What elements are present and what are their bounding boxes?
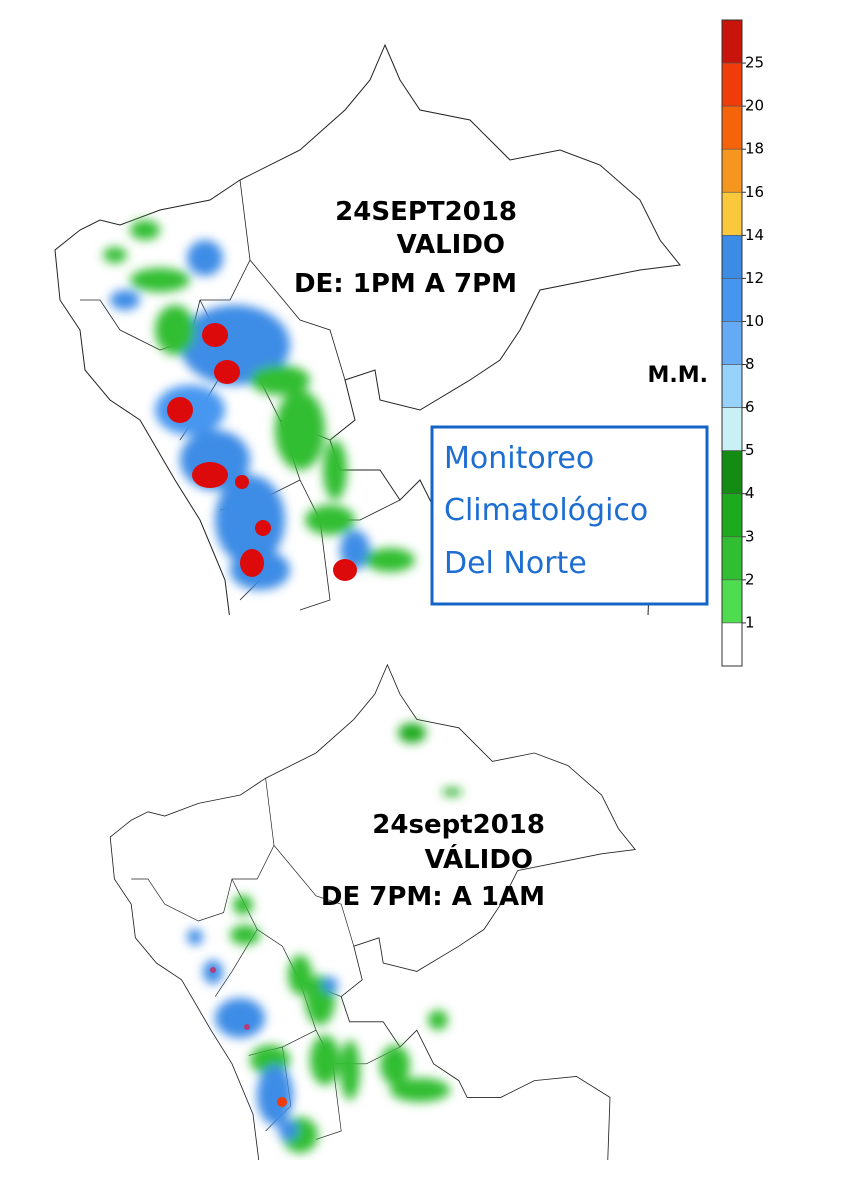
map-title: VALIDO [397,230,505,260]
legend-unit: M.M. [648,363,709,388]
rain-max [255,520,271,536]
legend-swatch [721,493,743,538]
legend-label: 5 [745,441,755,459]
rain-max [240,549,264,577]
legend-swatch [721,191,743,236]
map-title: 24sept2018 [372,810,545,840]
legend-label: 8 [745,355,755,373]
box-line: Climatológico [444,493,648,528]
legend-label: 1 [745,613,755,631]
legend-label: 16 [745,183,764,201]
map-title: DE: 1PM A 7PM [294,269,517,299]
rain-max [192,462,228,488]
legend: 25 20 18 16 14 12 10 8 6 5 4 3 2 1 [721,19,764,667]
legend-swatch [721,235,743,279]
legend-frame [721,19,743,667]
legend-swatch [721,105,743,150]
legend-swatch [721,19,743,64]
map-title: DE 7PM: A 1AM [321,882,545,912]
legend-label: 4 [745,484,755,502]
legend-swatch [721,622,743,667]
legend-swatch [721,364,743,408]
legend-swatch [721,450,743,495]
legend-label: 18 [745,140,764,158]
map-title: 24SEPT2018 [335,197,517,227]
legend-swatch [721,321,743,365]
rain-max [235,475,249,489]
legend-swatch [721,536,743,581]
box-frame [430,425,709,606]
map-top: 24SEPT2018 VALIDO DE: 1PM A 7PM [54,44,681,615]
legend-label: 12 [745,269,764,287]
legend-label: 6 [745,398,755,416]
legend-swatch [721,278,743,322]
legend-swatch [721,62,743,107]
rain-max [167,397,193,423]
rain-max [202,323,228,347]
legend-label: 20 [745,97,764,115]
rain-blobs [187,723,462,1153]
legend-label: 2 [745,570,755,588]
legend-label: 3 [745,527,755,545]
legend-label: 25 [745,54,764,72]
info-box: Monitoreo Climatológico Del Norte [430,425,709,606]
rain-max [214,360,240,384]
rain-max [210,967,216,973]
rain-max [333,559,357,581]
box-line: Del Norte [444,546,587,581]
legend-label: 14 [745,226,764,244]
legend-swatch [721,407,743,451]
rain-max [277,1097,287,1107]
box-line: Monitoreo [444,441,594,476]
legend-label: 10 [745,312,764,330]
map-title: VÁLIDO [425,843,533,875]
rain-max [244,1024,250,1030]
map-bottom: 24sept2018 VÁLIDO DE 7PM: A 1AM [109,664,636,1160]
legend-swatch [721,148,743,193]
legend-swatch [721,579,743,624]
